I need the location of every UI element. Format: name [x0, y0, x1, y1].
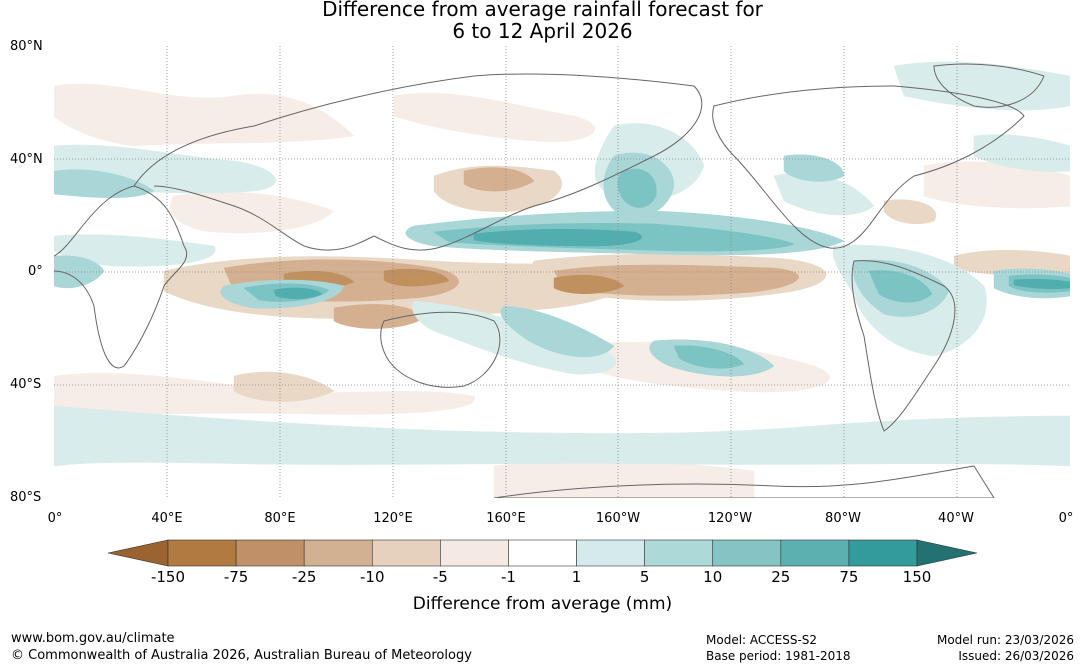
colorbar-swatch [508, 539, 577, 567]
lat-label-40s: 40°S [10, 377, 42, 392]
rainfall-anomaly-map [54, 46, 1070, 498]
colorbar-tick-label: -150 [150, 568, 186, 586]
colorbar-tick-label: -75 [223, 568, 249, 586]
colorbar-swatches [107, 539, 978, 567]
lon-label-160w: 160°W [595, 511, 641, 526]
lon-label-40e: 40°E [151, 511, 183, 526]
lon-label-80e: 80°E [264, 511, 296, 526]
coastline-greenland [933, 63, 1045, 108]
colorbar-swatch [167, 539, 237, 567]
colorbar-swatch [440, 539, 509, 567]
colorbar-tick-label: -5 [432, 568, 448, 586]
coastline-antarctica [493, 465, 995, 498]
colorbar-swatch [371, 539, 441, 567]
footer-copyright: © Commonwealth of Australia 2026, Austra… [11, 648, 472, 663]
coastline-australia [380, 311, 501, 388]
map-title-line-1: Difference from average rainfall forecas… [322, 0, 763, 21]
coastline-south-america [851, 260, 956, 432]
colorbar [107, 539, 978, 567]
lat-label-80s: 80°S [10, 490, 42, 505]
footer-base-period: Base period: 1981-2018 [706, 649, 851, 663]
colorbar-tick-label: 1 [571, 568, 582, 586]
colorbar-tick-label: -1 [500, 568, 516, 586]
coastline-north-america [712, 85, 1025, 249]
coastlines [54, 63, 1045, 498]
map-svg [54, 46, 1070, 498]
colorbar-swatch [848, 539, 918, 567]
colorbar-extension-low [107, 539, 169, 567]
lon-label-160e: 160°E [486, 511, 526, 526]
colorbar-tick-label: 25 [771, 568, 791, 586]
graticule [54, 46, 1070, 498]
colorbar-extension-high [916, 539, 978, 567]
lon-label-120e: 120°E [373, 511, 413, 526]
colorbar-title: Difference from average (mm) [412, 594, 673, 614]
coastline-africa [54, 185, 187, 369]
colorbar-tick-label: 75 [839, 568, 859, 586]
footer-issued: Issued: 26/03/2026 [958, 649, 1074, 663]
colorbar-swatch [303, 539, 373, 567]
colorbar-swatch [780, 539, 850, 567]
colorbar-tick-label: -25 [291, 568, 317, 586]
colorbar-swatch [644, 539, 714, 567]
colorbar-swatch [235, 539, 305, 567]
footer-website: www.bom.gov.au/climate [11, 631, 175, 646]
lon-label-80w: 80°W [825, 511, 861, 526]
colorbar-tick-label: 150 [902, 568, 932, 586]
anomaly-contours [54, 61, 1070, 498]
lon-label-40w: 40°W [938, 511, 974, 526]
lat-label-80n: 80°N [10, 39, 43, 54]
colorbar-tick-label: -10 [360, 568, 385, 586]
colorbar-swatch [576, 539, 645, 567]
coastline-eurasia [133, 73, 703, 251]
colorbar-tick-label: 5 [639, 568, 650, 586]
lat-label-40n: 40°N [10, 152, 43, 167]
colorbar-swatch [712, 539, 782, 567]
colorbar-tick-label: 10 [703, 568, 723, 586]
lon-label-0-right: 0° [1058, 511, 1074, 526]
lon-label-0-left: 0° [47, 511, 63, 526]
dry-faint-patches [54, 83, 1070, 498]
footer-model-run: Model run: 23/03/2026 [936, 633, 1074, 647]
wet-faint-patches [54, 61, 1070, 467]
wet-strong-patches [273, 228, 1070, 299]
footer-model: Model: ACCESS-S2 [706, 633, 818, 647]
map-title-line-2: 6 to 12 April 2026 [452, 19, 633, 43]
lon-label-120w: 120°W [707, 511, 753, 526]
lat-label-equator: 0° [28, 264, 43, 279]
